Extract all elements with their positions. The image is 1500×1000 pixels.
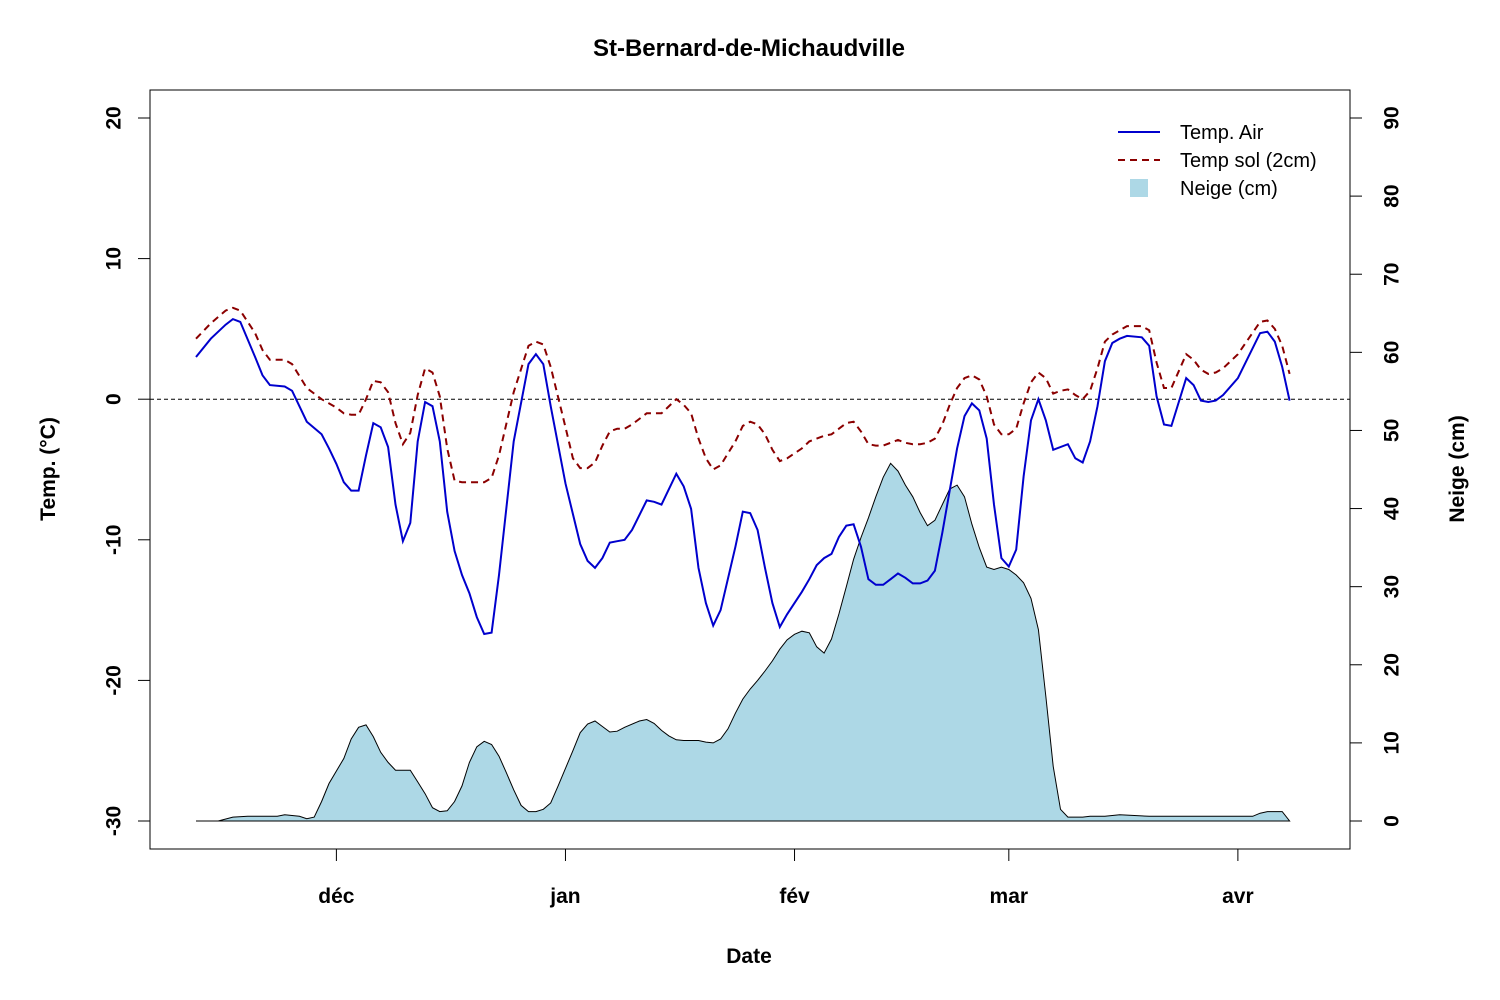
legend-air-label: Temp. Air (1180, 122, 1264, 144)
y-tick-label: -30 (103, 806, 126, 836)
x-tick-label: mar (990, 885, 1029, 908)
y2-tick-label: 70 (1381, 263, 1404, 286)
x-tick-label: fév (779, 885, 810, 908)
chart-title: St-Bernard-de-Michaudville (593, 35, 905, 62)
legend-snow-label: Neige (cm) (1180, 178, 1278, 200)
x-tick-label: déc (318, 885, 355, 908)
y2-tick-label: 10 (1381, 731, 1404, 754)
y-tick-label: 10 (103, 247, 126, 270)
y2-tick-label: 80 (1381, 184, 1404, 207)
y-axis-label: Temp. (°C) (37, 417, 60, 521)
snow-area-layer (196, 462, 1291, 822)
y2-tick-label: 90 (1381, 106, 1404, 129)
air-temperature-line (195, 317, 1291, 636)
x-tick-label: avr (1222, 885, 1254, 908)
y-tick-label: 0 (103, 393, 126, 405)
y2-tick-label: 60 (1381, 341, 1404, 364)
y2-axis-label: Neige (cm) (1446, 415, 1469, 522)
y-tick-label: 20 (103, 106, 126, 129)
y2-tick-label: 30 (1381, 575, 1404, 598)
y2-tick-label: 40 (1381, 497, 1404, 520)
x-axis: déc jan fév mar avr (318, 849, 1254, 908)
y2-tick-label: 50 (1381, 419, 1404, 442)
x-tick-label: jan (549, 885, 580, 908)
plot-frame (149, 89, 1351, 850)
y2-tick-label: 20 (1381, 653, 1404, 676)
temperature-lines-layer (195, 306, 1291, 636)
y-tick-label: -20 (103, 665, 126, 695)
legend-soil-label: Temp sol (2cm) (1180, 150, 1317, 172)
y-axis-left: 20 10 0 -10 -20 -30 (103, 106, 150, 836)
y2-tick-label: 0 (1381, 815, 1404, 827)
y-tick-label: -10 (103, 525, 126, 555)
y-axis-right: 90 80 70 60 50 40 30 20 10 0 (1350, 106, 1404, 827)
legend: Temp. Air Temp sol (2cm) Neige (cm) (1118, 122, 1317, 200)
x-axis-label: Date (726, 945, 772, 968)
legend-snow-swatch (1130, 179, 1148, 197)
snow-area (196, 462, 1291, 822)
soil-temperature-line (195, 306, 1291, 484)
